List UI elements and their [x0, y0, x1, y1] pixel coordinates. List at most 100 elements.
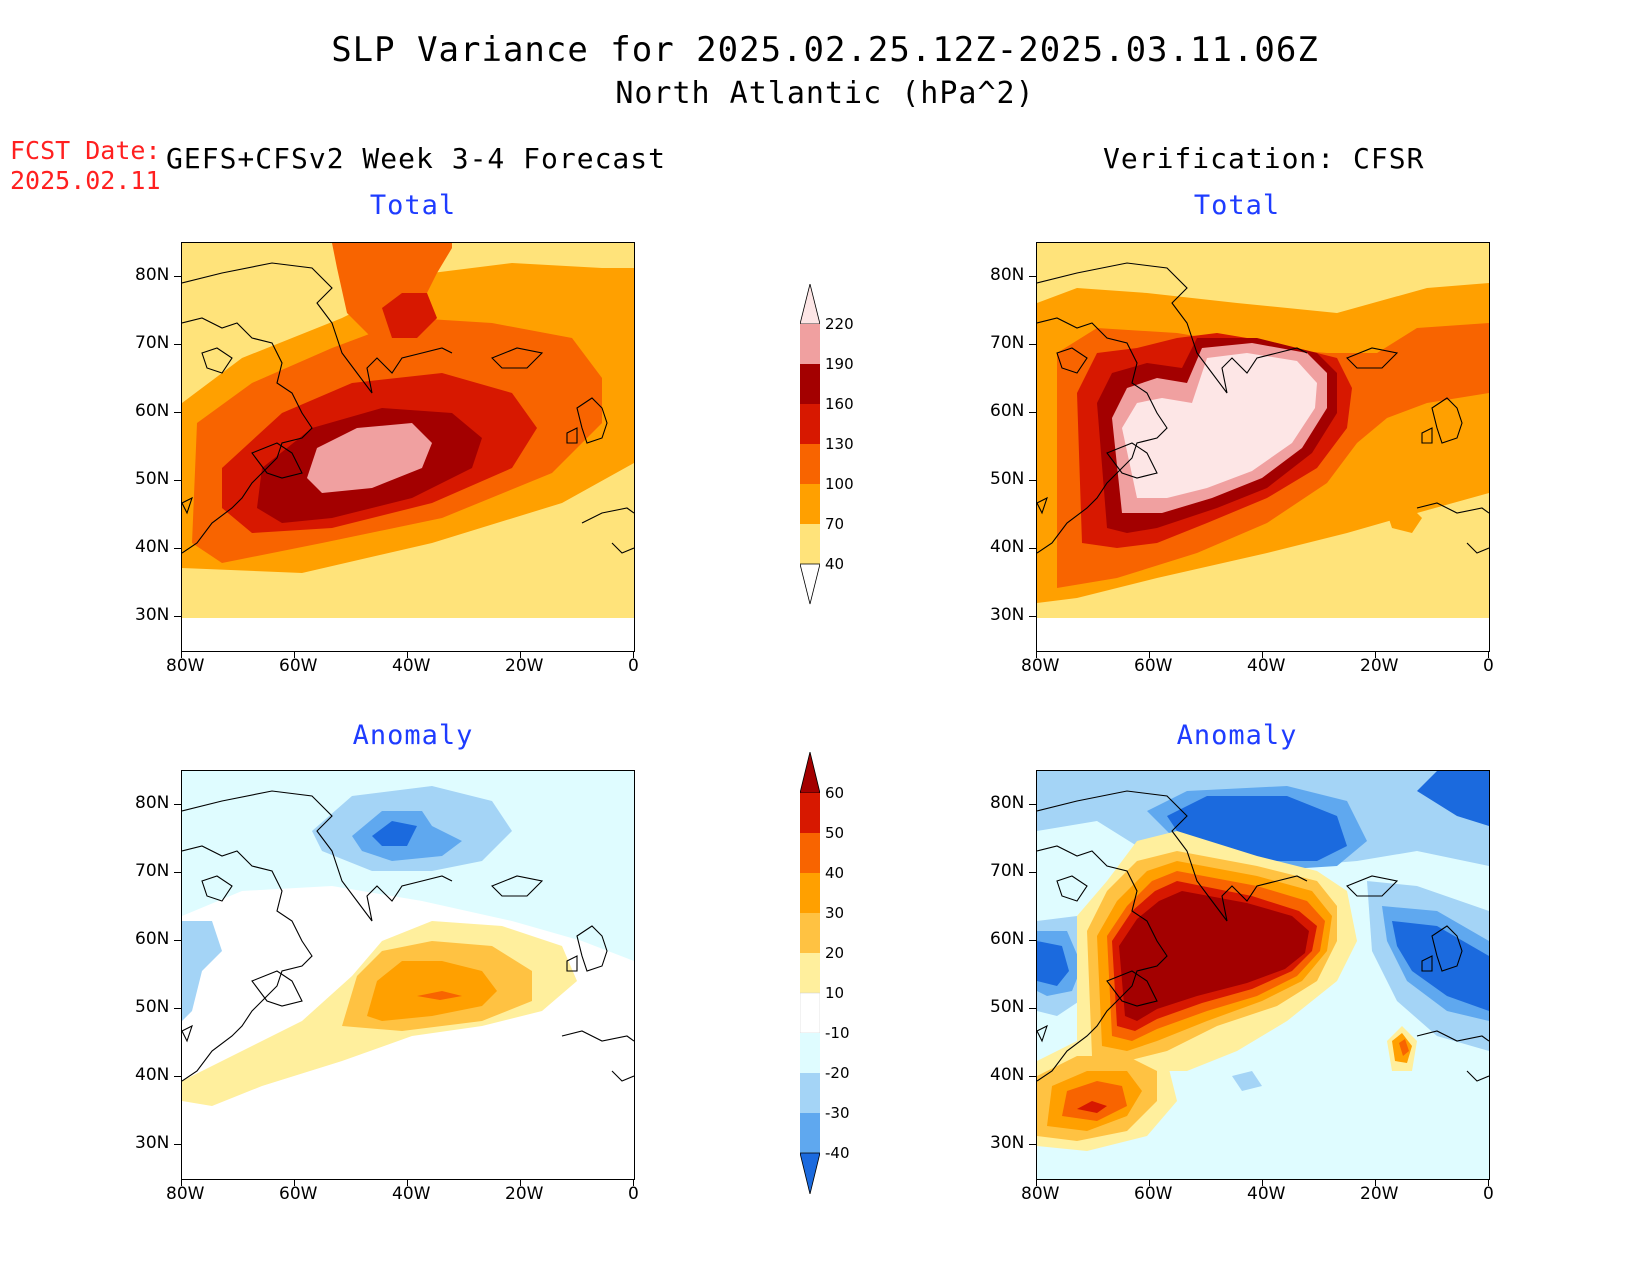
lon-tick: [294, 652, 295, 658]
lat-label-forecast-total: 80N: [135, 265, 170, 285]
colorbar-total-label: 100: [825, 475, 854, 493]
lat-tick: [174, 480, 181, 481]
colorbar-total-label: 130: [825, 435, 854, 453]
lon-tick: [1375, 652, 1376, 658]
lat-tick: [1029, 872, 1036, 873]
colorbar-anomaly-label: -20: [825, 1064, 850, 1082]
lon-label-forecast-total: 40W: [392, 656, 431, 676]
colorbar-total-top-triangle: [799, 283, 821, 325]
lat-label-verification-total: 30N: [990, 605, 1025, 625]
lat-tick: [174, 1008, 181, 1009]
lat-label-forecast-total: 50N: [135, 469, 170, 489]
lat-tick: [174, 344, 181, 345]
colorbar-anomaly-label: 60: [825, 784, 845, 802]
lon-tick: [407, 1180, 408, 1186]
lat-label-verification-anomaly: 50N: [990, 997, 1025, 1017]
lat-tick: [1029, 1008, 1036, 1009]
lat-tick: [1029, 480, 1036, 481]
lat-label-forecast-total: 40N: [135, 537, 170, 557]
forecast-header: GEFS+CFSv2 Week 3-4 Forecast: [166, 142, 667, 175]
panel-title-verification-anomaly: Anomaly: [1176, 720, 1298, 751]
lon-tick: [1262, 652, 1263, 658]
lat-label-forecast-anomaly: 70N: [135, 861, 170, 881]
lon-tick: [407, 652, 408, 658]
colorbar-anomaly-swatch: [799, 992, 821, 1034]
lat-tick: [174, 616, 181, 617]
colorbar-anomaly-swatch: [800, 873, 820, 913]
lat-label-forecast-anomaly: 50N: [135, 997, 170, 1017]
lat-tick: [174, 412, 181, 413]
colorbar-total-label: 160: [825, 395, 854, 413]
lon-label-forecast-total: 60W: [279, 656, 318, 676]
lon-tick: [633, 652, 634, 658]
lat-label-forecast-total: 70N: [135, 333, 170, 353]
colorbar-total-swatch: [800, 444, 820, 484]
colorbar-total-label: 220: [825, 315, 854, 333]
lon-tick: [1262, 1180, 1263, 1186]
colorbar-anomaly-swatch: [800, 953, 820, 993]
verification-header: Verification: CFSR: [1103, 142, 1425, 175]
lon-tick: [181, 652, 182, 658]
lat-label-forecast-total: 30N: [135, 605, 170, 625]
lat-label-verification-anomaly: 40N: [990, 1065, 1025, 1085]
lon-label-forecast-total: 0: [628, 656, 639, 676]
lat-tick: [1029, 548, 1036, 549]
lon-tick: [1488, 652, 1489, 658]
lat-label-verification-anomaly: 30N: [990, 1133, 1025, 1153]
lat-tick: [1029, 1144, 1036, 1145]
colorbar-anomaly-swatch: [800, 1033, 820, 1073]
map-forecast-total: [181, 242, 635, 652]
lat-tick: [1029, 1076, 1036, 1077]
colorbar-anomaly-swatch: [800, 1073, 820, 1113]
lon-tick: [1488, 1180, 1489, 1186]
lat-tick: [174, 1144, 181, 1145]
colorbar-total-swatch: [800, 484, 820, 524]
colorbar-total-swatch: [800, 524, 820, 564]
lon-label-verification-total: 20W: [1360, 656, 1399, 676]
colorbar-anomaly-swatch: [800, 833, 820, 873]
lon-label-forecast-anomaly: 60W: [279, 1184, 318, 1204]
lon-label-forecast-total: 80W: [166, 656, 205, 676]
lon-label-verification-anomaly: 20W: [1360, 1184, 1399, 1204]
lat-tick: [1029, 276, 1036, 277]
colorbar-anomaly-label: -40: [825, 1144, 850, 1162]
lon-label-forecast-anomaly: 0: [628, 1184, 639, 1204]
lon-label-verification-anomaly: 0: [1483, 1184, 1494, 1204]
lon-label-forecast-total: 20W: [505, 656, 544, 676]
lon-tick: [520, 652, 521, 658]
lon-tick: [181, 1180, 182, 1186]
lat-label-forecast-total: 60N: [135, 401, 170, 421]
lat-label-verification-total: 70N: [990, 333, 1025, 353]
colorbar-total-label: 70: [825, 515, 845, 533]
lat-label-verification-total: 40N: [990, 537, 1025, 557]
figure-subtitle: North Atlantic (hPa^2): [615, 76, 1035, 111]
lat-label-forecast-anomaly: 60N: [135, 929, 170, 949]
colorbar-total-swatch: [800, 364, 820, 404]
lon-tick: [1036, 652, 1037, 658]
lat-tick: [174, 940, 181, 941]
colorbar-anomaly-label: 10: [825, 984, 845, 1002]
lon-tick: [633, 1180, 634, 1186]
lon-tick: [294, 1180, 295, 1186]
lat-label-forecast-anomaly: 80N: [135, 793, 170, 813]
colorbar-anomaly-top-triangle: [799, 751, 821, 794]
colorbar-anomaly-label: 30: [825, 904, 845, 922]
lat-tick: [1029, 940, 1036, 941]
panel-title-forecast-total: Total: [369, 190, 457, 221]
lon-tick: [1036, 1180, 1037, 1186]
colorbar-total-swatches: [799, 283, 821, 605]
lat-tick: [174, 276, 181, 277]
lat-label-verification-total: 80N: [990, 265, 1025, 285]
lon-label-verification-total: 80W: [1021, 656, 1060, 676]
map-forecast-anomaly: [181, 770, 635, 1180]
colorbar-anomaly-label: -10: [825, 1024, 850, 1042]
lon-label-forecast-anomaly: 20W: [505, 1184, 544, 1204]
lon-label-verification-total: 60W: [1134, 656, 1173, 676]
colorbar-anomaly-swatches: [799, 751, 821, 1195]
lon-label-forecast-anomaly: 40W: [392, 1184, 431, 1204]
lat-label-forecast-anomaly: 40N: [135, 1065, 170, 1085]
colorbar-anomaly-label: 20: [825, 944, 845, 962]
colorbar-anomaly-swatch: [800, 913, 820, 953]
lon-label-verification-anomaly: 60W: [1134, 1184, 1173, 1204]
lat-tick: [174, 804, 181, 805]
